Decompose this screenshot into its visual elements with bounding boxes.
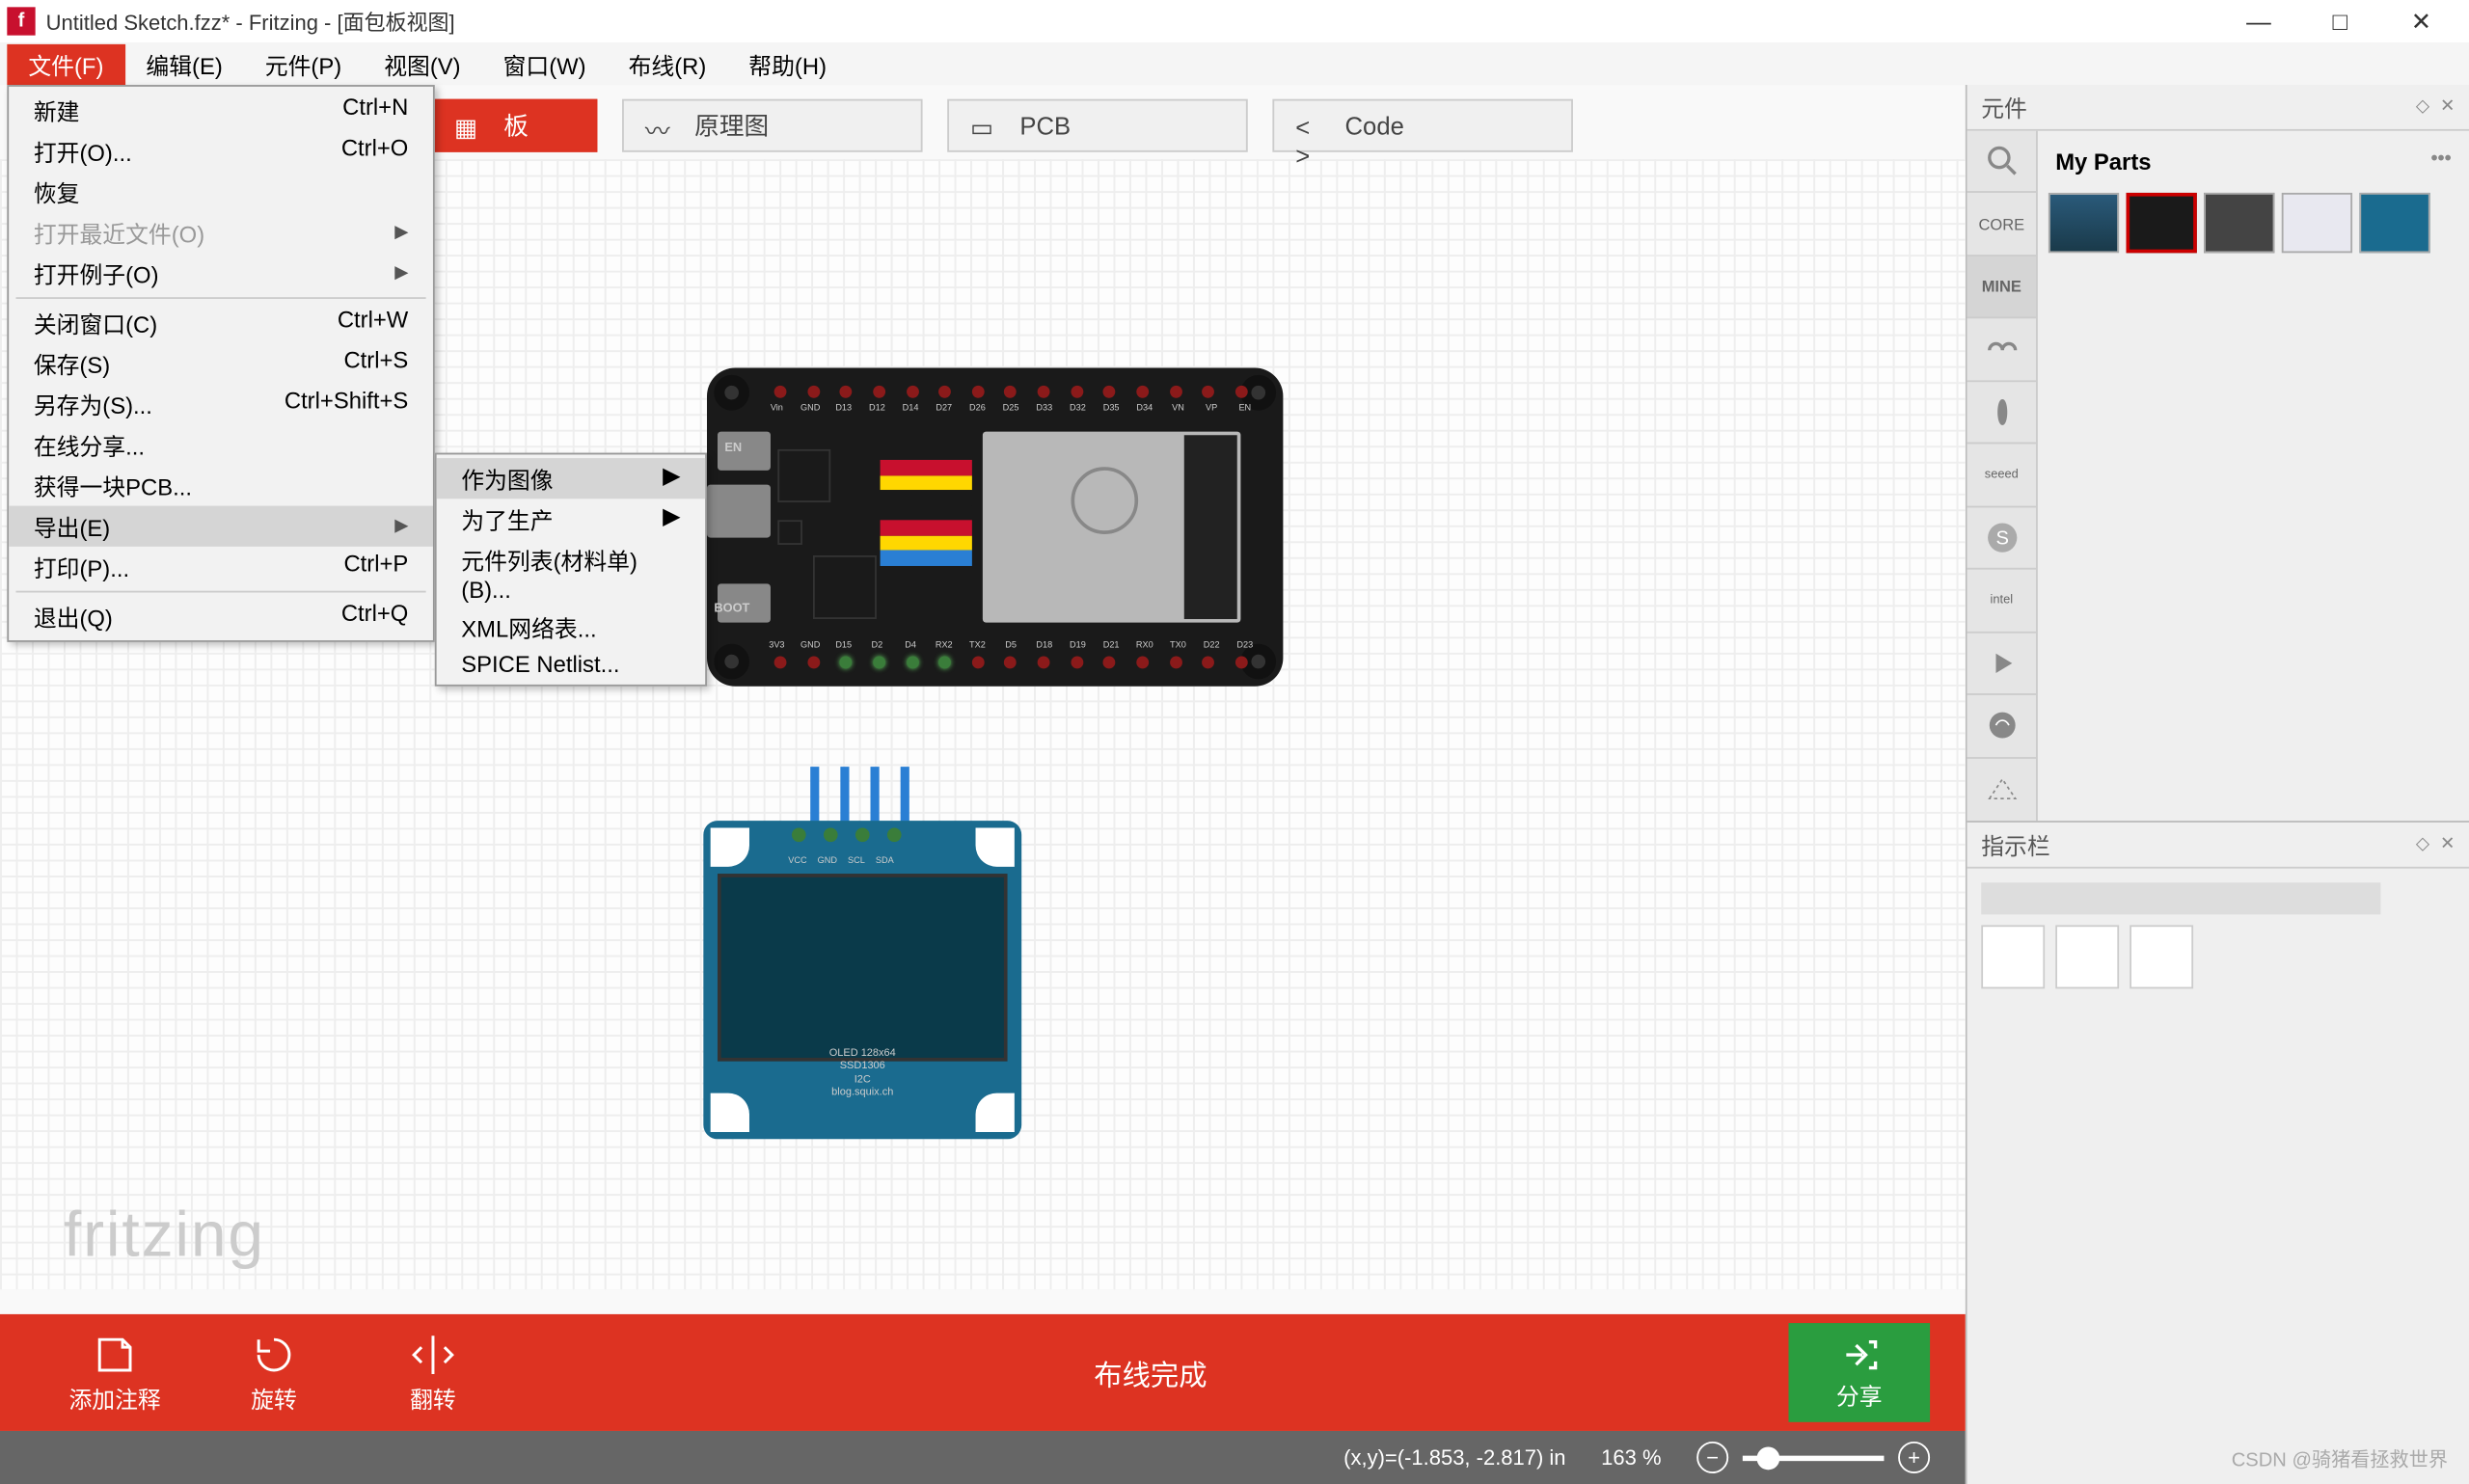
play-tab[interactable]	[1967, 633, 2036, 695]
file-menu-item[interactable]: 保存(S)Ctrl+S	[9, 343, 433, 384]
routing-status: 布线完成	[512, 1351, 1788, 1393]
file-menu-item[interactable]: 打开例子(O)▶	[9, 253, 433, 293]
part-thumb[interactable]	[2282, 193, 2352, 253]
part-thumb-selected[interactable]	[2126, 193, 2196, 253]
view-tab[interactable]: ▭PCB	[947, 99, 1248, 152]
file-menu-item[interactable]: 恢复	[9, 172, 433, 212]
undock-icon[interactable]: ◇	[2416, 835, 2429, 854]
contrib-tab[interactable]	[1967, 695, 2036, 758]
intel-tab[interactable]: intel	[1967, 570, 2036, 633]
export-submenu-item[interactable]: 作为图像▶	[437, 458, 706, 499]
file-menu-item[interactable]: 打印(P)...Ctrl+P	[9, 547, 433, 587]
coordinates: (x,y)=(-1.853, -2.817) in	[1343, 1445, 1565, 1471]
menu-item[interactable]: 视图(V)	[363, 43, 481, 84]
file-menu-item: 打开最近文件(O)▶	[9, 212, 433, 253]
fritzing-watermark: fritzing	[64, 1198, 265, 1272]
search-tab[interactable]	[1967, 131, 2036, 194]
part-thumb[interactable]	[2204, 193, 2274, 253]
file-menu: 新建Ctrl+N打开(O)...Ctrl+O恢复打开最近文件(O)▶打开例子(O…	[7, 85, 434, 642]
statusbar: (x,y)=(-1.853, -2.817) in 163 % − +	[0, 1431, 1966, 1484]
file-menu-item[interactable]: 导出(E)▶	[9, 506, 433, 547]
export-submenu-item[interactable]: 为了生产▶	[437, 499, 706, 539]
inspector-name-field[interactable]	[1981, 882, 2380, 914]
rotate-button[interactable]: 旋转	[195, 1331, 354, 1414]
export-submenu-item[interactable]: 元件列表(材料单)(B)...	[437, 539, 706, 607]
file-menu-item[interactable]: 另存为(S)...Ctrl+Shift+S	[9, 384, 433, 424]
titlebar: f Untitled Sketch.fzz* - Fritzing - [面包板…	[0, 0, 2469, 42]
flip-button[interactable]: 翻转	[353, 1331, 512, 1414]
share-button[interactable]: 分享	[1788, 1323, 1930, 1422]
menu-item[interactable]: 布线(R)	[608, 43, 728, 84]
part-thumb[interactable]	[2048, 193, 2119, 253]
file-menu-item[interactable]: 打开(O)...Ctrl+O	[9, 131, 433, 172]
inspector-icon-box	[2055, 925, 2119, 988]
view-tab[interactable]: 〰原理图	[622, 99, 923, 152]
bottom-toolbar: 添加注释 旋转 翻转 布线完成 分享	[0, 1314, 1966, 1431]
close-button[interactable]: ✕	[2380, 0, 2461, 42]
core-tab[interactable]: CORE	[1967, 194, 2036, 256]
file-menu-item[interactable]: 新建Ctrl+N	[9, 91, 433, 131]
zoom-level: 163 %	[1601, 1445, 1661, 1471]
esp32-board[interactable]: VinGNDD13D12D14D27D26D25D33D32D35D34VNVP…	[707, 368, 1283, 687]
file-menu-item[interactable]: 退出(Q)Ctrl+Q	[9, 596, 433, 636]
menu-item[interactable]: 文件(F)	[7, 43, 124, 84]
menu-item[interactable]: 帮助(H)	[727, 43, 848, 84]
export-submenu: 作为图像▶为了生产▶元件列表(材料单)(B)...XML网络表...SPICE …	[435, 453, 707, 687]
export-submenu-item[interactable]: SPICE Netlist...	[437, 647, 706, 681]
app-icon: f	[7, 7, 35, 35]
zoom-in-button[interactable]: +	[1898, 1442, 1930, 1473]
menu-item[interactable]: 编辑(E)	[124, 43, 243, 84]
zoom-out-button[interactable]: −	[1696, 1442, 1728, 1473]
right-panel: 元件 ◇✕ CORE MINE seeed S intel My Parts •	[1966, 85, 2469, 1484]
temp-tab[interactable]	[1967, 758, 2036, 821]
zoom-slider[interactable]	[1743, 1455, 1885, 1461]
view-tab[interactable]: < >Code	[1272, 99, 1573, 152]
oled-module[interactable]: VCCGNDSCLSDA OLED 128x64 SSD1306 I2C blo…	[703, 821, 1021, 1139]
file-menu-item[interactable]: 在线分享...	[9, 424, 433, 465]
csdn-watermark: CSDN @骑猪看拯救世界	[2232, 1445, 2448, 1473]
maximize-button[interactable]: □	[2299, 0, 2380, 42]
view-tab[interactable]: ▦板	[431, 99, 597, 152]
sparkfun-tab[interactable]: S	[1967, 507, 2036, 570]
menubar: 文件(F)编辑(E)元件(P)视图(V)窗口(W)布线(R)帮助(H)	[0, 42, 2469, 85]
close-panel-icon[interactable]: ✕	[2440, 97, 2455, 117]
canvas-area[interactable]: ▦板〰原理图 ▭PCB < >Code VinGNDD13D12D14D27D26D…	[0, 85, 1966, 1484]
file-menu-item[interactable]: 获得一块PCB...	[9, 465, 433, 505]
inspector-panel: 指示栏 ◇✕	[1967, 821, 2469, 1003]
parts-panel-header: 元件 ◇✕	[1967, 85, 2469, 131]
menu-item[interactable]: 窗口(W)	[482, 43, 608, 84]
inspector-icon-box	[1981, 925, 2045, 988]
export-submenu-item[interactable]: XML网络表...	[437, 607, 706, 647]
parts-menu-icon[interactable]: •••	[2430, 148, 2451, 175]
seeed-tab[interactable]: seeed	[1967, 445, 2036, 507]
svg-text:S: S	[1995, 527, 2008, 549]
file-menu-item[interactable]: 关闭窗口(C)Ctrl+W	[9, 303, 433, 343]
inspector-icon-box	[2130, 925, 2193, 988]
parallax-tab[interactable]	[1967, 382, 2036, 445]
mine-tab[interactable]: MINE	[1967, 256, 2036, 319]
part-thumb[interactable]	[2359, 193, 2429, 253]
menu-item[interactable]: 元件(P)	[244, 43, 363, 84]
minimize-button[interactable]: —	[2218, 0, 2299, 42]
window-title: Untitled Sketch.fzz* - Fritzing - [面包板视图…	[46, 6, 2218, 36]
close-panel-icon[interactable]: ✕	[2440, 835, 2455, 854]
add-note-button[interactable]: 添加注释	[36, 1331, 195, 1414]
my-parts-title: My Parts •••	[2048, 142, 2458, 182]
undock-icon[interactable]: ◇	[2416, 97, 2429, 117]
arduino-tab[interactable]	[1967, 319, 2036, 382]
